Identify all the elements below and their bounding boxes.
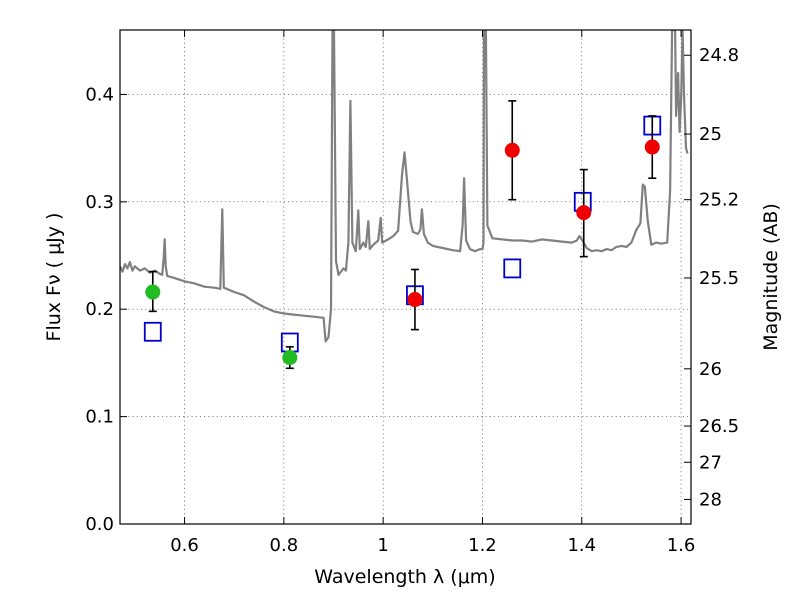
x-tick-label: 1 xyxy=(377,535,388,556)
model-square-marker xyxy=(503,258,522,279)
bottom-axis: 0.6 0.8 1 1.2 1.4 1.6 xyxy=(170,30,695,556)
y-tick-label: 0.1 xyxy=(85,407,114,428)
x-tick-label: 0.8 xyxy=(270,535,299,556)
right-tick-label: 25.2 xyxy=(699,190,739,211)
y-tick-label: 0.3 xyxy=(85,192,114,213)
grid-layer xyxy=(120,30,691,525)
observed-point xyxy=(504,142,520,158)
plot-frame xyxy=(119,29,692,525)
marker-layer xyxy=(143,100,662,370)
observed-point xyxy=(282,350,298,366)
x-tick-label: 1.6 xyxy=(667,535,696,556)
left-axis: 0.0 0.1 0.2 0.3 0.4 xyxy=(85,84,127,535)
observed-point xyxy=(407,292,423,308)
right-tick-label: 26 xyxy=(699,359,722,380)
right-tick-label: 25.5 xyxy=(699,268,739,289)
spectrum-layer xyxy=(120,30,689,343)
observed-point xyxy=(145,284,161,300)
right-tick-label: 25 xyxy=(699,124,722,145)
y-tick-label: 0.0 xyxy=(85,514,114,535)
x-tick-label: 1.4 xyxy=(567,535,596,556)
right-axis-label: Magnitude (AB) xyxy=(760,203,782,351)
right-tick-label: 27 xyxy=(699,452,722,473)
right-tick-label: 26.5 xyxy=(699,416,739,437)
observed-point xyxy=(644,139,660,155)
y-tick-label: 0.4 xyxy=(85,84,114,105)
model-square-marker xyxy=(143,321,162,342)
right-tick-label: 28 xyxy=(699,489,722,510)
right-axis: 24.8 25 25.2 25.5 26 26.5 27 28 xyxy=(684,45,739,510)
observed-point xyxy=(576,205,592,221)
y-tick-label: 0.2 xyxy=(85,299,114,320)
spectrum-line xyxy=(120,30,689,343)
x-axis-label: Wavelength λ (μm) xyxy=(314,566,495,588)
y-axis-label: Flux Fν ( μJy ) xyxy=(43,213,65,342)
x-tick-label: 0.6 xyxy=(170,535,199,556)
x-tick-label: 1.2 xyxy=(468,535,497,556)
right-tick-label: 24.8 xyxy=(699,45,739,66)
